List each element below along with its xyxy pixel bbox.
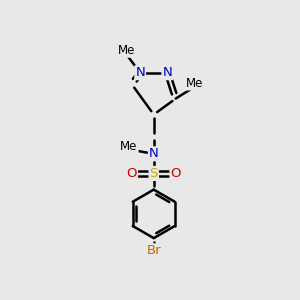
Text: S: S <box>150 167 158 180</box>
Text: Me: Me <box>120 140 138 153</box>
Text: O: O <box>127 167 137 180</box>
Text: O: O <box>170 167 181 180</box>
Text: Br: Br <box>146 244 161 257</box>
Text: Me: Me <box>118 44 135 57</box>
Text: N: N <box>149 147 159 160</box>
Text: N: N <box>163 66 172 79</box>
Text: N: N <box>135 66 145 79</box>
Text: Me: Me <box>186 76 203 90</box>
